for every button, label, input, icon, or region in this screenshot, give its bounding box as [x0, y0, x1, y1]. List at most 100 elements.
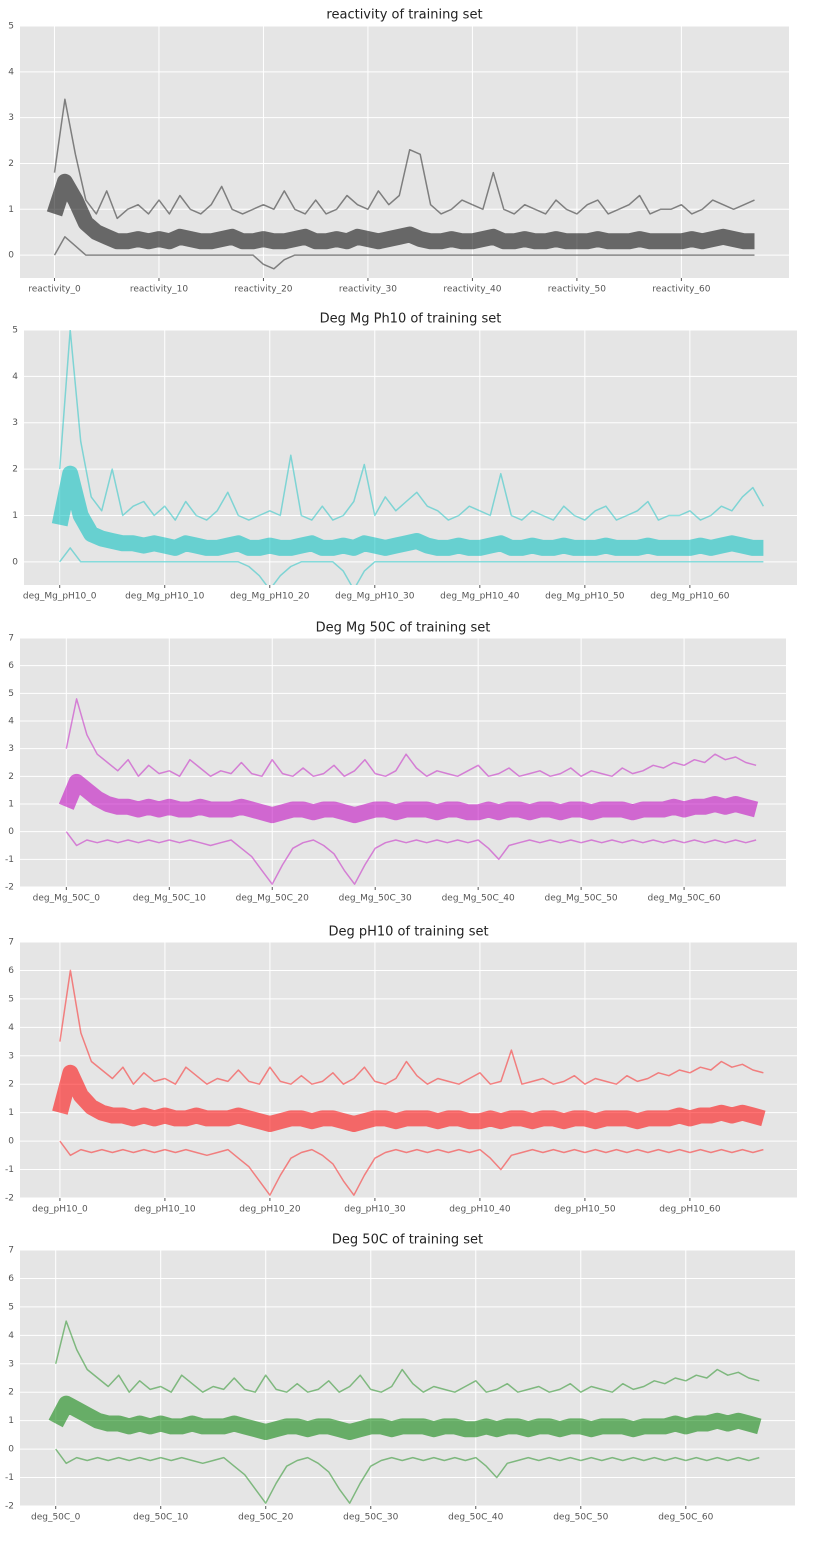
y-tick-label: -1 — [5, 855, 14, 865]
x-tick-label: deg_Mg_50C_60 — [648, 894, 721, 904]
x-tick-label: deg_50C_40 — [448, 1513, 503, 1523]
profile-line — [58, 773, 759, 824]
profile-line — [53, 236, 755, 270]
chart-title: reactivity of training set — [326, 8, 482, 23]
y-tick-label: 6 — [8, 661, 14, 671]
y-tick-label: 3 — [12, 418, 18, 428]
x-tick-label: deg_50C_0 — [31, 1513, 81, 1523]
profile-line — [51, 465, 764, 556]
x-tick-label: reactivity_50 — [548, 285, 606, 295]
x-tick-label: deg_Mg_50C_40 — [442, 894, 515, 904]
x-tick-label: deg_pH10_60 — [659, 1205, 721, 1215]
x-tick-label: deg_Mg_50C_30 — [339, 894, 412, 904]
y-tick-label: -2 — [5, 1502, 14, 1512]
y-tick-label: 4 — [8, 717, 14, 727]
y-tick-label: 5 — [12, 326, 18, 336]
x-tick-label: deg_Mg_pH10_60 — [650, 592, 730, 602]
y-tick-label: 4 — [8, 1331, 14, 1341]
x-tick-label: reactivity_30 — [339, 285, 397, 295]
y-tick-label: 2 — [8, 1388, 14, 1398]
chart-title: Deg 50C of training set — [332, 1233, 483, 1248]
x-tick-label: reactivity_60 — [652, 285, 710, 295]
y-tick-label: 3 — [8, 1359, 14, 1369]
y-tick-label: -2 — [5, 883, 14, 893]
plot-area — [20, 638, 786, 887]
profile-line — [59, 1140, 764, 1196]
y-tick-label: -1 — [5, 1165, 14, 1175]
x-tick-label: deg_50C_10 — [133, 1513, 188, 1523]
y-tick-label: 0 — [8, 827, 14, 837]
y-tick-label: 0 — [8, 1445, 14, 1455]
x-tick-label: deg_Mg_pH10_20 — [230, 592, 310, 602]
x-tick-label: deg_Mg_50C_20 — [236, 894, 309, 904]
chart-title: Deg Mg 50C of training set — [316, 621, 491, 636]
x-tick-label: reactivity_20 — [234, 285, 292, 295]
plot-area — [20, 942, 797, 1198]
plot-lines — [46, 98, 755, 270]
x-tick-label: deg_Mg_50C_0 — [33, 894, 101, 904]
y-tick-label: 7 — [8, 1246, 14, 1256]
x-tick-label: deg_50C_20 — [238, 1513, 293, 1523]
x-tick-label: deg_Mg_pH10_10 — [125, 592, 205, 602]
profile-line — [59, 969, 764, 1085]
y-tick-label: 1 — [8, 1416, 14, 1426]
plot-lines — [58, 698, 759, 885]
plot-lines — [48, 1320, 762, 1504]
y-tick-label: 4 — [12, 372, 18, 382]
profile-line — [59, 547, 764, 585]
y-tick-label: 3 — [8, 744, 14, 754]
x-tick-label: reactivity_0 — [28, 285, 81, 295]
x-tick-label: deg_Mg_pH10_40 — [440, 592, 520, 602]
chart-title: Deg Mg Ph10 of training set — [320, 312, 502, 327]
y-tick-label: 5 — [8, 1302, 14, 1312]
y-tick-label: 2 — [8, 1080, 14, 1090]
y-tick-label: 1 — [12, 511, 18, 521]
profile-line — [54, 1320, 760, 1393]
profile-line — [52, 1064, 766, 1132]
profile-line — [65, 831, 757, 885]
x-tick-label: reactivity_10 — [130, 285, 188, 295]
profile-line — [65, 698, 757, 778]
x-tick-label: deg_pH10_30 — [344, 1205, 406, 1215]
y-tick-label: 0 — [8, 251, 14, 261]
y-tick-label: 3 — [8, 113, 14, 123]
x-tick-label: deg_pH10_40 — [449, 1205, 511, 1215]
x-tick-label: reactivity_40 — [443, 285, 501, 295]
y-tick-label: 1 — [8, 800, 14, 810]
y-tick-label: 7 — [8, 938, 14, 948]
y-tick-label: 4 — [8, 67, 14, 77]
y-tick-label: 5 — [8, 689, 14, 699]
y-tick-label: 1 — [8, 205, 14, 215]
plot-lines — [51, 330, 765, 585]
y-tick-label: 0 — [12, 557, 18, 567]
y-tick-label: 5 — [8, 22, 14, 32]
profile-line — [58, 330, 765, 521]
plot-lines — [52, 969, 766, 1196]
y-tick-label: -2 — [5, 1194, 14, 1204]
x-tick-label: deg_50C_50 — [553, 1513, 608, 1523]
y-tick-label: 0 — [8, 1137, 14, 1147]
x-tick-label: deg_pH10_0 — [32, 1205, 88, 1215]
profile-line — [48, 1395, 762, 1440]
x-tick-label: deg_Mg_pH10_30 — [335, 592, 415, 602]
profile-line — [46, 173, 755, 250]
profile-line — [55, 1448, 760, 1504]
x-tick-label: deg_pH10_50 — [554, 1205, 616, 1215]
y-tick-label: 6 — [8, 1274, 14, 1284]
x-tick-label: deg_Mg_50C_10 — [133, 894, 206, 904]
x-tick-label: deg_pH10_10 — [134, 1205, 196, 1215]
y-tick-label: 2 — [8, 772, 14, 782]
x-tick-label: deg_50C_30 — [343, 1513, 398, 1523]
y-tick-label: 4 — [8, 1023, 14, 1033]
x-tick-label: deg_Mg_50C_50 — [545, 894, 618, 904]
y-tick-label: 7 — [8, 634, 14, 644]
x-tick-label: deg_Mg_pH10_50 — [545, 592, 625, 602]
x-tick-label: deg_50C_60 — [658, 1513, 713, 1523]
chart-title: Deg pH10 of training set — [328, 925, 488, 940]
y-tick-label: 5 — [8, 994, 14, 1004]
profile-line — [53, 98, 755, 220]
plot-area — [20, 1250, 795, 1506]
y-tick-label: -1 — [5, 1473, 14, 1483]
